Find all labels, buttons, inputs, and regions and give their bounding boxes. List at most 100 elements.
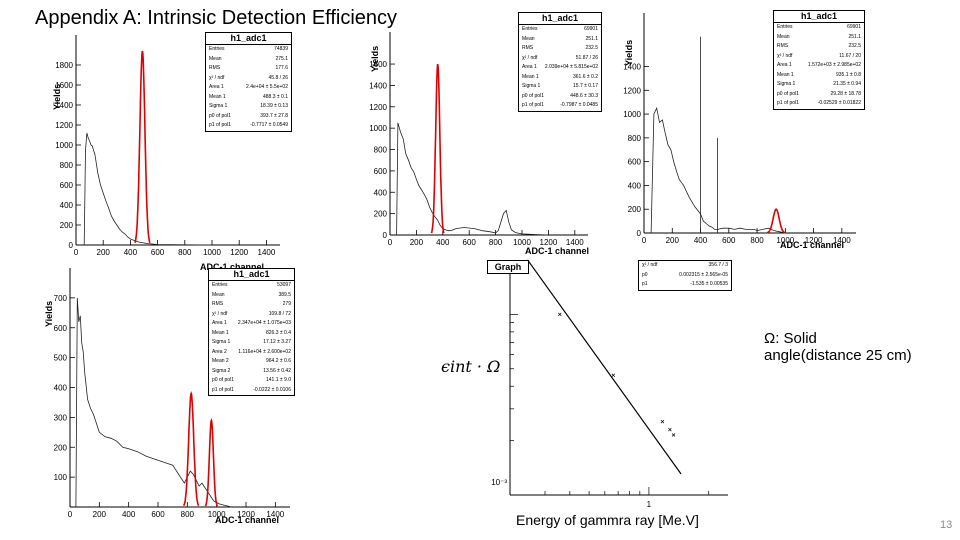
spectrum-plot-4-svg: 0 200 400 600 800 1000 1200 1400 100 200 300 400 500… bbox=[54, 268, 290, 519]
stats-value: -1.535 ± 0.00535 bbox=[690, 281, 728, 287]
y-tick-label: 600 bbox=[54, 324, 68, 333]
stats-header: h1_adc1 bbox=[206, 33, 291, 45]
x-tick-label: 0 bbox=[74, 248, 79, 257]
y-tick-label: 600 bbox=[374, 167, 388, 176]
x-tick-label: 200 bbox=[97, 248, 111, 257]
stats-label: Sigma 1 bbox=[777, 81, 796, 87]
stats-label: Mean 2 bbox=[212, 358, 229, 364]
y-tick-label: 1200 bbox=[623, 86, 641, 95]
x-tick-label: 600 bbox=[151, 510, 165, 519]
stats-row: Area 2 1.116e+04 ± 2.600e+02 bbox=[209, 348, 294, 358]
stats-label: Entries bbox=[777, 24, 793, 30]
fit-stats-box: χ² / ndf 356.7 / 3 p0 0.002315 ± 2.565e-05 p… bbox=[638, 260, 732, 291]
stats-label: Mean bbox=[522, 35, 535, 42]
stats-value: 935.1 ± 0.8 bbox=[836, 71, 861, 78]
x-tick-label: 200 bbox=[666, 236, 680, 245]
y-tick-label: 400 bbox=[60, 201, 74, 210]
stats-label: Area 1 bbox=[777, 62, 792, 68]
stats-label: Entries bbox=[209, 46, 225, 52]
stats-row: Area 1 2.347e+04 ± 1.075e+03 bbox=[209, 319, 294, 329]
stats-value: 45.8 / 26 bbox=[268, 74, 288, 81]
spectrum-plot-1: 0 200 400 600 800 1000 1200 1400 0 200 400 600 800 10… bbox=[40, 30, 292, 275]
stats-label: p0 of pol1 bbox=[777, 90, 799, 97]
stats-label: Sigma 1 bbox=[212, 339, 231, 345]
stats-value: 251.1 bbox=[848, 33, 861, 40]
stats-label: RMS bbox=[522, 45, 534, 51]
stats-row: Mean 2 964.2 ± 0.6 bbox=[209, 357, 294, 367]
stats-label: p1 of pol1 bbox=[777, 100, 799, 106]
stats-value: 251.1 bbox=[585, 35, 598, 42]
stats-value: 279 bbox=[282, 301, 291, 307]
page-number: 13 bbox=[940, 519, 953, 531]
x-tick-label: 400 bbox=[436, 238, 450, 247]
stats-value: 17.12 ± 3.27 bbox=[263, 339, 291, 345]
x-tick-label: 1000 bbox=[203, 248, 221, 257]
spectrum-plot-1-svg: 0 200 400 600 800 1000 1200 1400 0 200 400 600 800 10… bbox=[55, 35, 280, 257]
stats-row: RMS 177.6 bbox=[206, 64, 291, 74]
stats-header: h1_adc1 bbox=[774, 11, 864, 23]
stats-value: 15.7 ± 0.17 bbox=[573, 83, 598, 89]
y-tick-label: 0 bbox=[383, 231, 388, 240]
stats-row: RMS 279 bbox=[209, 300, 294, 310]
stats-label: Area 1 bbox=[209, 84, 224, 90]
x-axis-label: ADC-1 channel bbox=[525, 246, 590, 256]
y-tick-label: 1800 bbox=[55, 61, 73, 70]
x-tick-label: 1200 bbox=[805, 236, 823, 245]
stats-label: Mean bbox=[777, 33, 790, 40]
y-tick-label: 1000 bbox=[55, 141, 73, 150]
x-axis-label: ADC-1 channel bbox=[200, 262, 265, 272]
stats-row: Sigma 1 18.39 ± 0.13 bbox=[206, 102, 291, 112]
y-tick-label: 1200 bbox=[369, 103, 387, 112]
stats-value: 275.1 bbox=[275, 55, 288, 62]
spectrum-plot-3: 0 200 400 600 800 1000 1200 1400 0 200 400 600 800 10… bbox=[618, 8, 870, 253]
x-tick-label: 1400 bbox=[258, 248, 276, 257]
stats-row: Sigma 1 21.35 ± 0.94 bbox=[774, 80, 864, 90]
stats-label: RMS bbox=[209, 65, 221, 71]
y-tick-label: 200 bbox=[374, 210, 388, 219]
x-tick-label: 1400 bbox=[566, 238, 584, 247]
y-tick-label: 800 bbox=[374, 146, 388, 155]
stats-row: p0 of pol1 448.6 ± 30.3 bbox=[519, 92, 601, 102]
stats-box-3: h1_adc1 Entries 69901 Mean 251.1 RMS 232.5 χ² … bbox=[773, 10, 865, 110]
stats-label: Entries bbox=[212, 282, 228, 288]
stats-label: Area 1 bbox=[212, 320, 227, 326]
y-tick-label: 1400 bbox=[623, 63, 641, 72]
x-tick-label: 1200 bbox=[237, 510, 255, 519]
x-tick-label: 1000 bbox=[513, 238, 531, 247]
x-tick-label: 600 bbox=[151, 248, 165, 257]
stats-label: χ² / ndf bbox=[522, 54, 538, 61]
stats-row: Mean 275.1 bbox=[206, 55, 291, 65]
data-series bbox=[75, 297, 232, 508]
stats-row: Mean 1 488.3 ± 0.1 bbox=[206, 93, 291, 103]
spectrum-plot-3-svg: 0 200 400 600 800 1000 1200 1400 0 200 400 600 800 10… bbox=[623, 13, 856, 245]
y-tick-label: 300 bbox=[54, 413, 68, 422]
stats-label: χ² / ndf bbox=[209, 74, 225, 81]
stats-box-1: h1_adc1 Entries 74839 Mean 275.1 RMS 177.6 χ² … bbox=[205, 32, 292, 132]
efficiency-formula: ϵint · Ω bbox=[441, 357, 501, 376]
y-tick-label: 400 bbox=[628, 181, 642, 190]
stats-value: 2.347e+04 ± 1.075e+03 bbox=[237, 320, 291, 326]
stats-row: p1 of pol1 -0.02529 ± 0.01822 bbox=[774, 99, 864, 109]
stats-row: Mean 251.1 bbox=[519, 35, 601, 45]
y-tick-label: 600 bbox=[60, 181, 74, 190]
y-tick-label: 200 bbox=[628, 205, 642, 214]
stats-row: p1 of pol1 -0.7717 ± 0.0549 bbox=[206, 121, 291, 131]
x-tick-label: 800 bbox=[178, 248, 192, 257]
stats-label: Sigma 1 bbox=[209, 103, 228, 109]
y-tick-label: 200 bbox=[60, 221, 74, 230]
stats-label: Mean bbox=[212, 291, 225, 298]
graph-title: Graph bbox=[487, 260, 529, 274]
data-point-cross bbox=[668, 427, 672, 432]
x-tick-label: 400 bbox=[124, 248, 138, 257]
stats-value: 13.56 ± 0.42 bbox=[263, 367, 291, 374]
stats-row: Mean 1 826.3 ± 0.4 bbox=[209, 329, 294, 339]
stats-row: Sigma 2 13.56 ± 0.42 bbox=[209, 367, 294, 377]
x-tick-label: 0 bbox=[68, 510, 73, 519]
y-tick-label: 200 bbox=[54, 443, 68, 452]
stats-box-4: h1_adc1 Entries 53097 Mean 389.5 RMS 279 χ² / … bbox=[208, 268, 295, 396]
fit-peak bbox=[182, 390, 200, 507]
stats-row: χ² / ndf 51.87 / 26 bbox=[519, 54, 601, 64]
stats-value: 74839 bbox=[274, 46, 288, 52]
stats-header: h1_adc1 bbox=[519, 13, 601, 25]
stats-label: χ² / ndf bbox=[777, 52, 793, 59]
